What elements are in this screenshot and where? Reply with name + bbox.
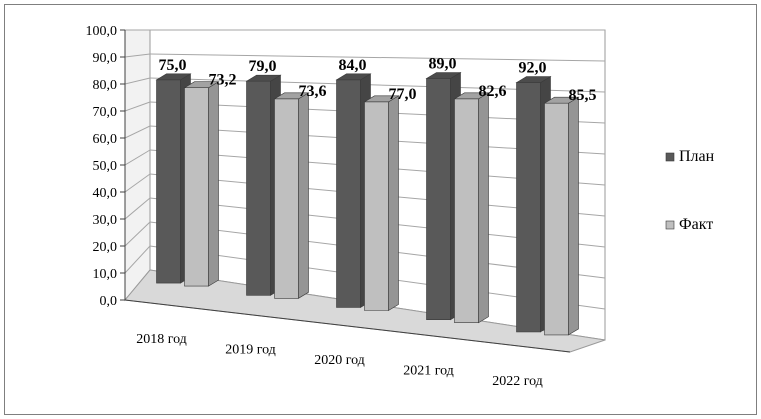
y-tick-label: 70,0 [93, 105, 118, 120]
bar-side [298, 92, 309, 299]
x-axis [124, 299, 571, 353]
side-gridline [124, 245, 151, 274]
data-label: 75,0 [159, 57, 187, 74]
x-tick-label: 2022 год [492, 374, 543, 389]
bar-top [273, 92, 310, 100]
legend-swatch [665, 152, 675, 162]
bar-top [155, 73, 192, 81]
bar-front [184, 87, 209, 287]
side-gridline [124, 173, 151, 193]
bar-front [544, 102, 569, 336]
side-gridline [124, 125, 151, 139]
bar-top [515, 76, 552, 83]
bar-front [336, 79, 361, 308]
data-label: 73,6 [299, 83, 327, 100]
y-tick-label: 50,0 [93, 159, 118, 174]
x-tick-label: 2021 год [403, 363, 454, 378]
x-tick-label: 2020 год [314, 353, 365, 368]
side-gridline [124, 101, 151, 112]
y-tick-label: 30,0 [93, 213, 118, 228]
bar-top [363, 95, 400, 103]
x-tick-label: 2018 год [136, 332, 187, 347]
bar-side [568, 96, 579, 336]
data-label: 77,0 [389, 86, 417, 103]
y-tick-label: 80,0 [93, 78, 118, 93]
back-gridline [149, 53, 606, 62]
x-tick-label: 2019 год [225, 343, 276, 358]
y-tick-label: 100,0 [86, 24, 118, 39]
legend-swatch [665, 220, 675, 230]
y-tick-label: 10,0 [93, 267, 118, 282]
bar-front [274, 98, 299, 299]
bar-side [388, 95, 399, 312]
bar-front [516, 82, 541, 333]
side-gridline [124, 149, 151, 166]
bar-top [335, 73, 372, 81]
bar-front [364, 101, 389, 311]
y-tick-label: 60,0 [93, 132, 118, 147]
legend-label: Факт [679, 216, 713, 233]
y-tick-label: 90,0 [93, 51, 118, 66]
legend-label: План [679, 148, 715, 165]
bar-side [208, 81, 219, 287]
bar-front [246, 80, 271, 296]
bar-front [426, 78, 451, 321]
bar-top [453, 92, 490, 100]
side-gridline [124, 53, 151, 58]
data-label: 84,0 [339, 57, 367, 74]
data-label: 89,0 [429, 56, 457, 73]
bar-top [183, 81, 220, 89]
data-label: 85,5 [569, 87, 597, 104]
y-tick-label: 40,0 [93, 186, 118, 201]
data-label: 79,0 [249, 58, 277, 75]
bar-front [156, 79, 181, 284]
data-label: 92,0 [519, 60, 547, 77]
side-gridline [124, 197, 151, 220]
bar-top [543, 96, 580, 104]
y-tick-label: 0,0 [100, 294, 118, 309]
side-gridline [124, 77, 151, 85]
bar-top [245, 74, 282, 82]
data-label: 82,6 [479, 83, 507, 100]
data-label: 73,2 [209, 72, 237, 89]
bar-side [478, 92, 489, 324]
bar-top [425, 72, 462, 79]
y-tick-label: 20,0 [93, 240, 118, 255]
side-gridline [124, 221, 151, 247]
bar-front [454, 98, 479, 324]
